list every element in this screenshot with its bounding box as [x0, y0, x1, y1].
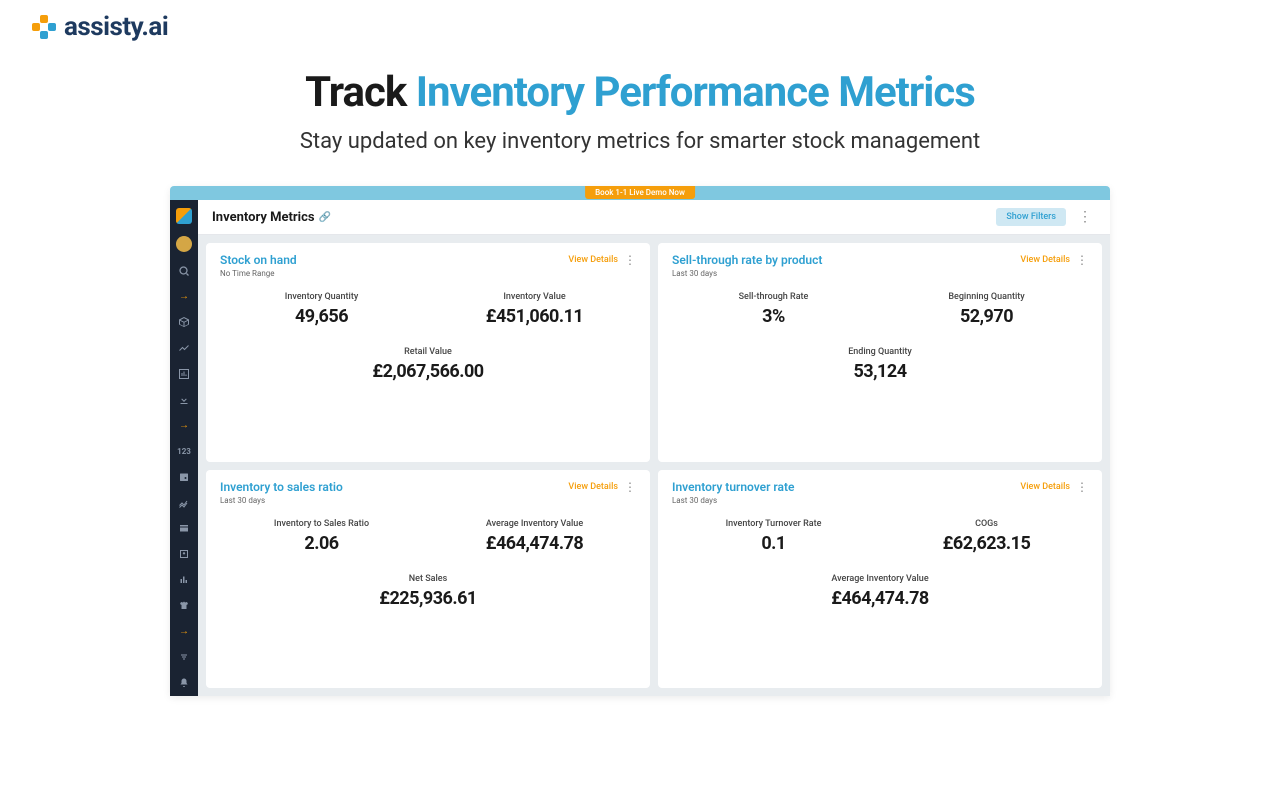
menu-icon[interactable] — [170, 644, 198, 670]
metric-label: COGs — [885, 519, 1088, 529]
metric-card: Sell-through rate by product View Detail… — [658, 243, 1102, 462]
card-title: Inventory to sales ratio — [220, 480, 343, 494]
metric-item: Inventory Value £451,060.11 — [433, 292, 636, 327]
view-details-link[interactable]: View Details — [1020, 255, 1070, 265]
dashboard-screenshot: Book 1-1 Live Demo Now → → 123 → — [170, 186, 1110, 696]
card-more-icon[interactable]: ⋮ — [624, 480, 636, 494]
metric-value: 0.1 — [672, 533, 875, 554]
metric-label: Inventory Turnover Rate — [672, 519, 875, 529]
avatar-icon[interactable] — [176, 236, 192, 252]
metrics-grid: Stock on hand View Details ⋮ No Time Ran… — [198, 235, 1110, 696]
metric-item: Sell-through Rate 3% — [672, 292, 875, 327]
hero-title-highlight: Inventory Performance Metrics — [416, 68, 975, 117]
metric-label: Inventory to Sales Ratio — [220, 519, 423, 529]
top-banner: Book 1-1 Live Demo Now — [170, 186, 1110, 200]
bars-icon[interactable] — [170, 567, 198, 593]
metric-item: Inventory to Sales Ratio 2.06 — [220, 519, 423, 554]
numbers-icon[interactable]: 123 — [170, 438, 198, 464]
view-details-link[interactable]: View Details — [1020, 482, 1070, 492]
view-details-link[interactable]: View Details — [568, 482, 618, 492]
metric-item: Ending Quantity 53,124 — [672, 347, 1088, 382]
metric-item: Inventory Quantity 49,656 — [220, 292, 423, 327]
metric-value: £464,474.78 — [433, 533, 636, 554]
metric-item: Net Sales £225,936.61 — [220, 574, 636, 609]
logo-mark-icon — [32, 15, 56, 39]
metric-card: Stock on hand View Details ⋮ No Time Ran… — [206, 243, 650, 462]
view-details-link[interactable]: View Details — [568, 255, 618, 265]
nav-arrow-icon-2[interactable]: → — [170, 412, 198, 438]
card-title: Inventory turnover rate — [672, 480, 794, 494]
metric-value: £2,067,566.00 — [220, 361, 636, 382]
metric-label: Sell-through Rate — [672, 292, 875, 302]
card-timerange: No Time Range — [220, 269, 636, 278]
metric-value: £464,474.78 — [672, 588, 1088, 609]
show-filters-button[interactable]: Show Filters — [996, 208, 1066, 226]
brand-name: assisty.ai — [64, 12, 168, 42]
brand-logo: assisty.ai — [32, 12, 168, 42]
metric-card: Inventory turnover rate View Details ⋮ L… — [658, 470, 1102, 689]
nav-arrow-icon[interactable]: → — [170, 284, 198, 310]
trend-icon[interactable] — [170, 335, 198, 361]
page-title: Inventory Metrics 🔗 — [212, 210, 331, 225]
main-content: Inventory Metrics 🔗 Show Filters ⋮ Stock… — [198, 200, 1110, 696]
import-icon[interactable] — [170, 541, 198, 567]
metric-item: Average Inventory Value £464,474.78 — [433, 519, 636, 554]
metric-label: Inventory Value — [433, 292, 636, 302]
hero-subtitle: Stay updated on key inventory metrics fo… — [0, 129, 1280, 154]
card-timerange: Last 30 days — [672, 269, 1088, 278]
metric-value: 53,124 — [672, 361, 1088, 382]
metric-value: 49,656 — [220, 306, 423, 327]
metric-label: Average Inventory Value — [433, 519, 636, 529]
card-timerange: Last 30 days — [672, 496, 1088, 505]
metric-label: Beginning Quantity — [885, 292, 1088, 302]
metric-value: 3% — [672, 306, 875, 327]
metric-value: 2.06 — [220, 533, 423, 554]
hero-title: Track Inventory Performance Metrics — [0, 68, 1280, 117]
link-icon[interactable]: 🔗 — [319, 212, 331, 223]
box-icon[interactable] — [170, 309, 198, 335]
shirt-icon[interactable] — [170, 593, 198, 619]
metric-card: Inventory to sales ratio View Details ⋮ … — [206, 470, 650, 689]
card-title: Sell-through rate by product — [672, 253, 822, 267]
analytics-icon[interactable] — [170, 490, 198, 516]
metric-value: 52,970 — [885, 306, 1088, 327]
sidebar-logo-icon[interactable] — [176, 208, 192, 224]
metric-label: Net Sales — [220, 574, 636, 584]
bell-icon[interactable] — [170, 670, 198, 696]
chart-icon[interactable] — [170, 361, 198, 387]
sidebar: → → 123 → — [170, 200, 198, 696]
hero-title-prefix: Track — [305, 68, 416, 117]
search-icon[interactable] — [170, 258, 198, 284]
page-more-icon[interactable]: ⋮ — [1074, 209, 1096, 225]
download-icon[interactable] — [170, 387, 198, 413]
metric-item: COGs £62,623.15 — [885, 519, 1088, 554]
calendar-icon[interactable] — [170, 464, 198, 490]
card-more-icon[interactable]: ⋮ — [1076, 253, 1088, 267]
metric-item: Average Inventory Value £464,474.78 — [672, 574, 1088, 609]
nav-arrow-icon-3[interactable]: → — [170, 619, 198, 645]
metric-value: £451,060.11 — [433, 306, 636, 327]
store-icon[interactable] — [170, 516, 198, 542]
card-title: Stock on hand — [220, 253, 297, 267]
metric-item: Inventory Turnover Rate 0.1 — [672, 519, 875, 554]
card-more-icon[interactable]: ⋮ — [624, 253, 636, 267]
metric-label: Inventory Quantity — [220, 292, 423, 302]
book-demo-button[interactable]: Book 1-1 Live Demo Now — [585, 186, 695, 199]
metric-label: Ending Quantity — [672, 347, 1088, 357]
card-timerange: Last 30 days — [220, 496, 636, 505]
metric-label: Average Inventory Value — [672, 574, 1088, 584]
metric-value: £62,623.15 — [885, 533, 1088, 554]
metric-item: Retail Value £2,067,566.00 — [220, 347, 636, 382]
metric-label: Retail Value — [220, 347, 636, 357]
card-more-icon[interactable]: ⋮ — [1076, 480, 1088, 494]
page-header: Inventory Metrics 🔗 Show Filters ⋮ — [198, 200, 1110, 235]
metric-item: Beginning Quantity 52,970 — [885, 292, 1088, 327]
metric-value: £225,936.61 — [220, 588, 636, 609]
